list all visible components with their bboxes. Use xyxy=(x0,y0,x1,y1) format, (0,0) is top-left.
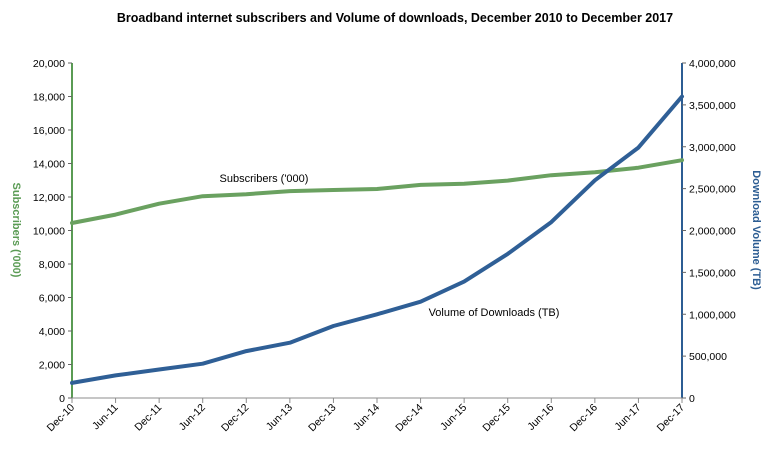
x-tick-label: Jun-12 xyxy=(177,402,208,433)
right-tick-label: 2,000,000 xyxy=(689,226,736,238)
left-tick-label: 12,000 xyxy=(33,192,65,204)
left-tick-label: 4,000 xyxy=(39,326,65,338)
x-tick-label: Jun-14 xyxy=(351,402,382,433)
x-tick-label: Jun-15 xyxy=(438,402,469,433)
left-tick-label: 2,000 xyxy=(39,360,65,372)
x-tick-label: Dec-17 xyxy=(655,402,688,435)
right-tick-label: 500,000 xyxy=(689,351,727,363)
right-axis-title: Download Volume (TB) xyxy=(750,170,762,290)
left-tick-label: 0 xyxy=(59,393,65,405)
right-tick-label: 3,500,000 xyxy=(689,100,736,112)
right-tick-label: 1,500,000 xyxy=(689,267,736,279)
x-tick-label: Dec-16 xyxy=(568,402,601,435)
right-tick-label: 1,000,000 xyxy=(689,309,736,321)
right-tick-label: 2,500,000 xyxy=(689,184,736,196)
left-tick-label: 14,000 xyxy=(33,159,65,171)
left-tick-label: 10,000 xyxy=(33,226,65,238)
x-tick-label: Dec-12 xyxy=(219,402,252,435)
x-tick-label: Dec-10 xyxy=(45,402,78,435)
x-tick-label: Jun-11 xyxy=(90,402,121,433)
subscribers-series-line xyxy=(70,158,684,225)
left-tick-label: 6,000 xyxy=(39,293,65,305)
subscribers-series-label: Subscribers ('000) xyxy=(220,173,309,185)
right-tick-label: 0 xyxy=(689,393,695,405)
right-tick-label: 4,000,000 xyxy=(689,58,736,70)
left-tick-label: 16,000 xyxy=(33,125,65,137)
left-axis-title: Subscribers ('000) xyxy=(10,183,22,278)
x-tick-label: Dec-13 xyxy=(306,402,339,435)
plot-area: 0 2,000 4,000 6,000 8,000 10,000 12,000 14,000 1… xyxy=(33,58,736,434)
right-tick-label: 3,000,000 xyxy=(689,142,736,154)
left-tick-label: 20,000 xyxy=(33,58,65,70)
x-tick-label: Dec-11 xyxy=(132,402,164,434)
x-tick-label: Jun-16 xyxy=(525,402,556,433)
x-tick-label: Dec-14 xyxy=(393,402,426,435)
downloads-series-line xyxy=(70,94,684,385)
chart-title: Broadband internet subscribers and Volum… xyxy=(117,11,673,25)
x-tick-label: Jun-17 xyxy=(612,402,643,433)
left-tick-label: 18,000 xyxy=(33,92,65,104)
x-tick-label: Dec-15 xyxy=(480,402,513,435)
downloads-series-label: Volume of Downloads (TB) xyxy=(429,307,560,319)
left-tick-label: 8,000 xyxy=(39,259,65,271)
x-tick-label: Jun-13 xyxy=(264,402,295,433)
